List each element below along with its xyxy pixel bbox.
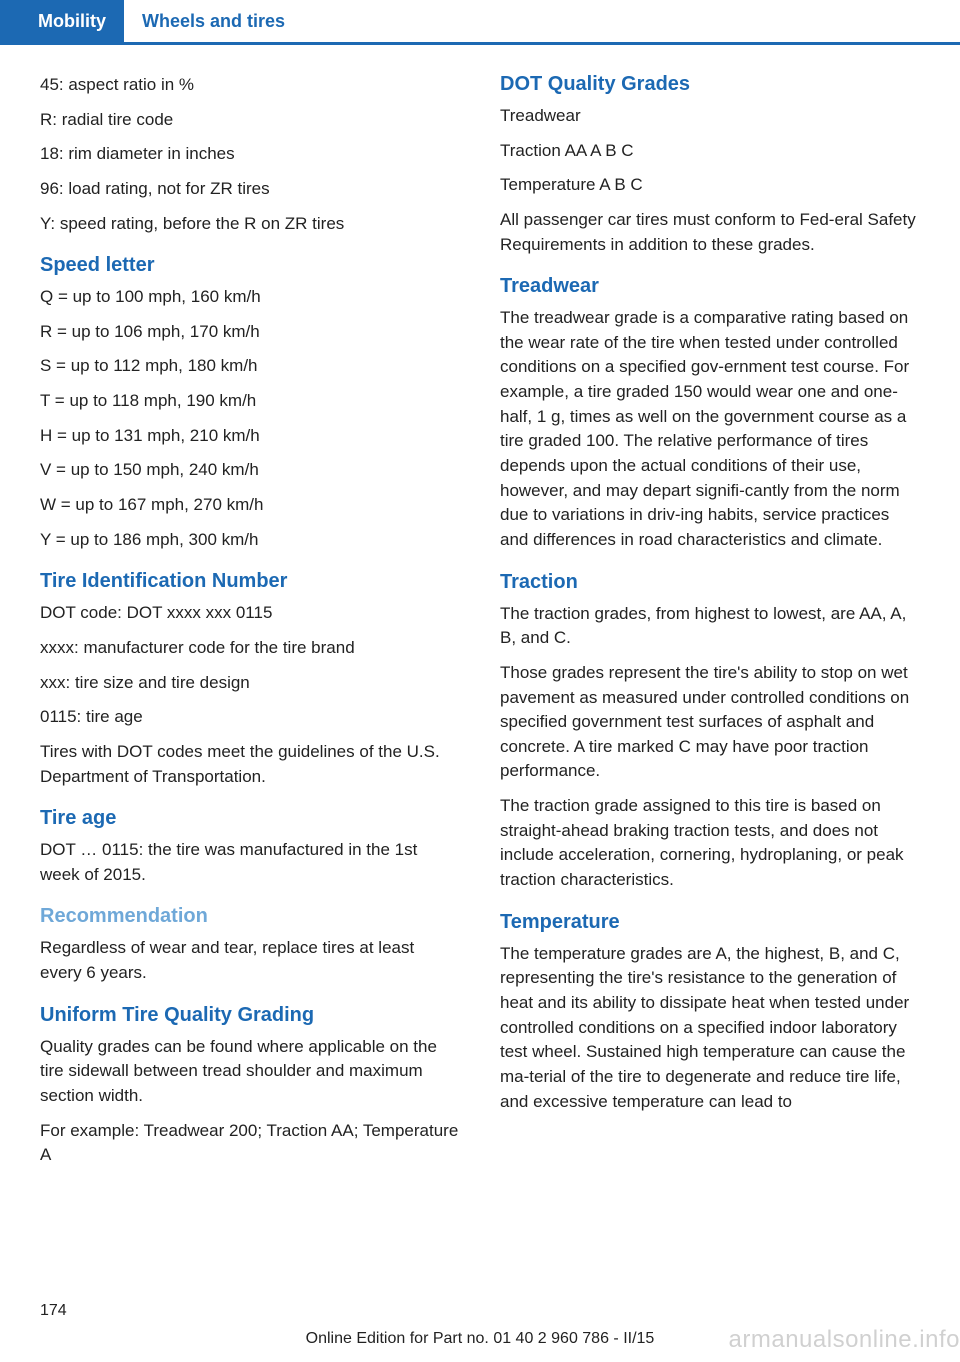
heading-tire-age: Tire age xyxy=(40,807,460,830)
watermark: armanualsonline.info xyxy=(729,1326,960,1354)
heading-dot-quality: DOT Quality Grades xyxy=(500,73,920,96)
intro-line: 96: load rating, not for ZR tires xyxy=(40,177,460,202)
traction-p3: The traction grade assigned to this tire… xyxy=(500,794,920,893)
tin-line: xxxx: manufacturer code for the tire bra… xyxy=(40,636,460,661)
intro-line: 18: rim diameter in inches xyxy=(40,142,460,167)
heading-utqg: Uniform Tire Quality Grading xyxy=(40,1004,460,1027)
speed-line: Y = up to 186 mph, 300 km/h xyxy=(40,528,460,553)
speed-line: V = up to 150 mph, 240 km/h xyxy=(40,458,460,483)
traction-p2: Those grades represent the tire's abilit… xyxy=(500,661,920,784)
tin-line: xxx: tire size and tire design xyxy=(40,671,460,696)
heading-traction: Traction xyxy=(500,571,920,594)
speed-line: R = up to 106 mph, 170 km/h xyxy=(40,320,460,345)
dot-line: Treadwear xyxy=(500,104,920,129)
heading-recommendation: Recommendation xyxy=(40,905,460,928)
speed-line: T = up to 118 mph, 190 km/h xyxy=(40,389,460,414)
header-tab-mobility: Mobility xyxy=(0,0,124,42)
intro-line: Y: speed rating, before the R on ZR tire… xyxy=(40,212,460,237)
heading-speed-letter: Speed letter xyxy=(40,254,460,277)
content-columns: 45: aspect ratio in % R: radial tire cod… xyxy=(0,45,960,1178)
speed-line: Q = up to 100 mph, 160 km/h xyxy=(40,285,460,310)
speed-line: W = up to 167 mph, 270 km/h xyxy=(40,493,460,518)
treadwear-text: The treadwear grade is a comparative rat… xyxy=(500,306,920,552)
heading-treadwear: Treadwear xyxy=(500,275,920,298)
intro-line: 45: aspect ratio in % xyxy=(40,73,460,98)
heading-tin: Tire Identification Number xyxy=(40,570,460,593)
page: Mobility Wheels and tires 45: aspect rat… xyxy=(0,0,960,1362)
recommendation-text: Regardless of wear and tear, replace tir… xyxy=(40,936,460,985)
header-tab-wheels: Wheels and tires xyxy=(124,0,303,42)
dot-line: All passenger car tires must conform to … xyxy=(500,208,920,257)
traction-p1: The traction grades, from highest to low… xyxy=(500,602,920,651)
utqg-p1: Quality grades can be found where applic… xyxy=(40,1035,460,1109)
dot-line: Temperature A B C xyxy=(500,173,920,198)
tire-age-text: DOT … 0115: the tire was manufactured in… xyxy=(40,838,460,887)
dot-line: Traction AA A B C xyxy=(500,139,920,164)
temperature-text: The temperature grades are A, the highes… xyxy=(500,942,920,1114)
speed-line: S = up to 112 mph, 180 km/h xyxy=(40,354,460,379)
heading-temperature: Temperature xyxy=(500,911,920,934)
utqg-p2: For example: Treadwear 200; Traction AA;… xyxy=(40,1119,460,1168)
tin-line: 0115: tire age xyxy=(40,705,460,730)
tin-line: Tires with DOT codes meet the guidelines… xyxy=(40,740,460,789)
right-column: DOT Quality Grades Treadwear Traction AA… xyxy=(500,73,920,1178)
header: Mobility Wheels and tires xyxy=(0,0,960,42)
intro-line: R: radial tire code xyxy=(40,108,460,133)
left-column: 45: aspect ratio in % R: radial tire cod… xyxy=(40,73,460,1178)
speed-line: H = up to 131 mph, 210 km/h xyxy=(40,424,460,449)
page-number: 174 xyxy=(40,1302,67,1320)
tin-line: DOT code: DOT xxxx xxx 0115 xyxy=(40,601,460,626)
